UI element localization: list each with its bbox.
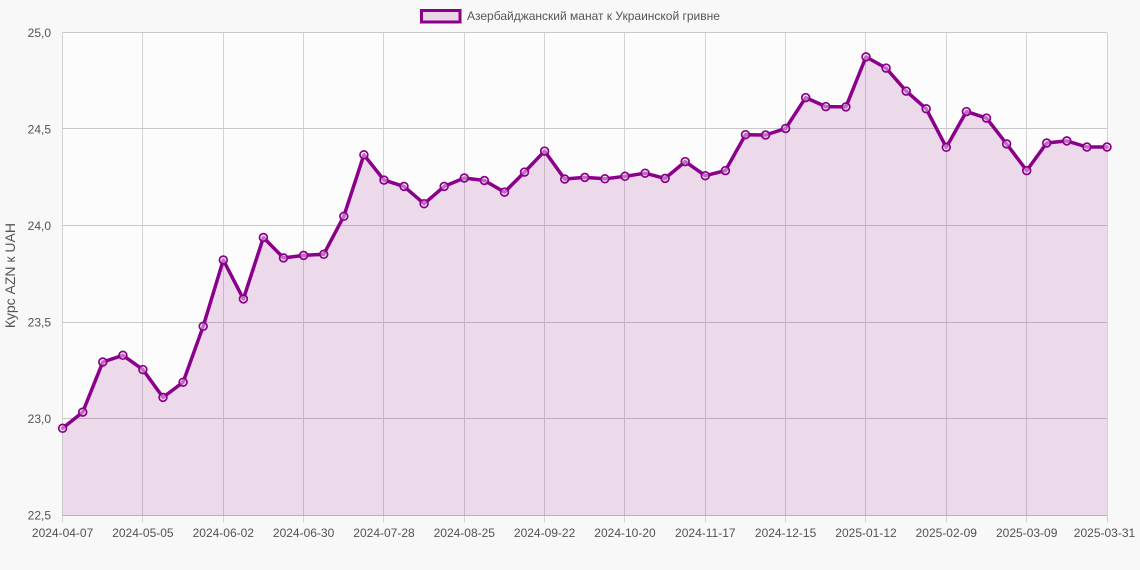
svg-text:25,0: 25,0 xyxy=(28,26,52,40)
svg-text:2025-03-31: 2025-03-31 xyxy=(1074,526,1136,540)
svg-text:2024-06-02: 2024-06-02 xyxy=(193,526,255,540)
svg-text:Курс AZN к UAH: Курс AZN к UAH xyxy=(2,223,18,328)
svg-text:2024-11-17: 2024-11-17 xyxy=(675,526,736,540)
svg-text:2024-07-28: 2024-07-28 xyxy=(353,526,415,540)
svg-text:2025-02-09: 2025-02-09 xyxy=(916,526,978,540)
svg-text:2025-01-12: 2025-01-12 xyxy=(835,526,897,540)
svg-text:Азербайджанский манат к Украин: Азербайджанский манат к Украинской гривн… xyxy=(467,9,720,23)
svg-text:2024-04-07: 2024-04-07 xyxy=(32,526,94,540)
svg-text:2024-12-15: 2024-12-15 xyxy=(755,526,817,540)
svg-text:23,0: 23,0 xyxy=(28,412,52,426)
svg-text:2024-08-25: 2024-08-25 xyxy=(434,526,496,540)
svg-text:2024-06-30: 2024-06-30 xyxy=(273,526,335,540)
svg-text:22,5: 22,5 xyxy=(28,508,52,522)
svg-text:2024-05-05: 2024-05-05 xyxy=(112,526,174,540)
svg-text:2024-10-20: 2024-10-20 xyxy=(594,526,656,540)
svg-text:2024-09-22: 2024-09-22 xyxy=(514,526,576,540)
svg-text:24,5: 24,5 xyxy=(28,122,52,136)
svg-text:2025-03-09: 2025-03-09 xyxy=(996,526,1058,540)
svg-text:23,5: 23,5 xyxy=(28,315,52,329)
svg-text:24,0: 24,0 xyxy=(28,219,52,233)
